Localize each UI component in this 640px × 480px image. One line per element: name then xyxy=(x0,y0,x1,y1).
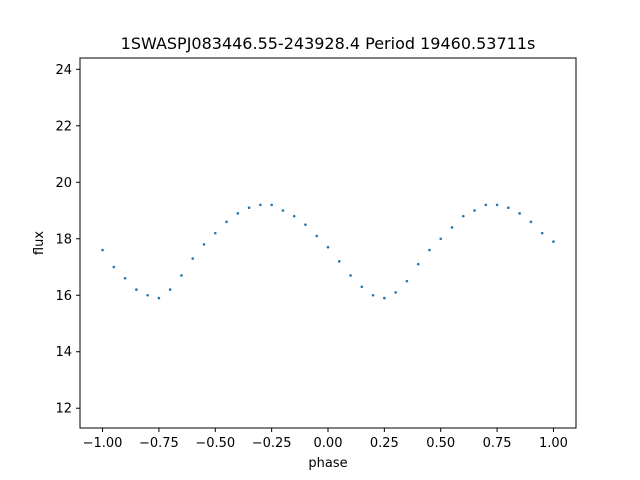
data-point xyxy=(180,274,183,277)
chart-title: 1SWASPJ083446.55-243928.4 Period 19460.5… xyxy=(121,34,536,53)
y-tick-label: 18 xyxy=(55,232,72,247)
data-point xyxy=(281,209,285,212)
x-axis: −1.00 −0.75 −0.50 −0.25 0.00 0.25 0.50 0.75 1.00 xyxy=(83,428,568,451)
data-point xyxy=(552,240,555,243)
plot-frame xyxy=(79,57,577,429)
x-tick-label: 0.50 xyxy=(426,436,455,451)
data-point xyxy=(540,231,544,235)
x-tick-label: 1.00 xyxy=(539,436,568,451)
data-point xyxy=(495,203,499,207)
x-tick-label: −0.75 xyxy=(139,436,179,451)
data-point xyxy=(507,206,510,209)
x-tick-label: −0.25 xyxy=(252,436,292,451)
y-tick-label: 12 xyxy=(55,402,72,417)
data-point xyxy=(112,265,116,269)
data-point xyxy=(428,248,431,252)
data-point xyxy=(213,231,217,235)
data-point xyxy=(315,234,319,238)
x-tick-label: 0.75 xyxy=(483,436,512,451)
data-point xyxy=(450,226,454,229)
data-point xyxy=(157,296,161,300)
data-point xyxy=(236,212,240,215)
data-point xyxy=(146,293,149,297)
data-point xyxy=(461,214,465,218)
data-point xyxy=(383,296,386,300)
data-point xyxy=(416,262,420,266)
x-tick-label: −0.50 xyxy=(195,436,235,451)
y-tick-label: 22 xyxy=(55,119,72,134)
data-point xyxy=(270,203,273,207)
data-point xyxy=(135,288,138,291)
data-point xyxy=(337,260,341,263)
data-point xyxy=(518,212,521,215)
data-point xyxy=(349,274,352,277)
data-point xyxy=(360,285,364,289)
data-point xyxy=(191,257,195,260)
data-point xyxy=(529,220,533,224)
data-point xyxy=(326,245,330,249)
data-point xyxy=(123,277,127,280)
y-axis: 12 14 16 18 20 22 24 xyxy=(55,63,80,417)
x-tick-label: 0.00 xyxy=(314,436,343,451)
data-point xyxy=(292,214,296,218)
data-point xyxy=(304,223,307,226)
data-point xyxy=(439,237,443,241)
data-point xyxy=(225,220,228,224)
data-point xyxy=(484,203,488,207)
data-point xyxy=(394,291,397,294)
y-tick-label: 24 xyxy=(55,63,72,78)
x-tick-label: −1.00 xyxy=(83,436,123,451)
x-axis-label: phase xyxy=(308,456,347,471)
y-tick-label: 14 xyxy=(55,345,72,360)
y-tick-label: 16 xyxy=(55,289,72,304)
data-point xyxy=(473,209,476,212)
y-axis-label: flux xyxy=(32,231,47,255)
data-point xyxy=(247,206,251,209)
data-point xyxy=(405,279,409,283)
data-point xyxy=(202,243,206,246)
data-point xyxy=(101,248,104,252)
data-point xyxy=(259,203,262,207)
data-point xyxy=(371,293,375,297)
y-tick-label: 20 xyxy=(55,176,72,191)
data-point xyxy=(168,288,172,291)
data-points xyxy=(101,203,555,300)
x-tick-label: 0.25 xyxy=(370,436,399,451)
